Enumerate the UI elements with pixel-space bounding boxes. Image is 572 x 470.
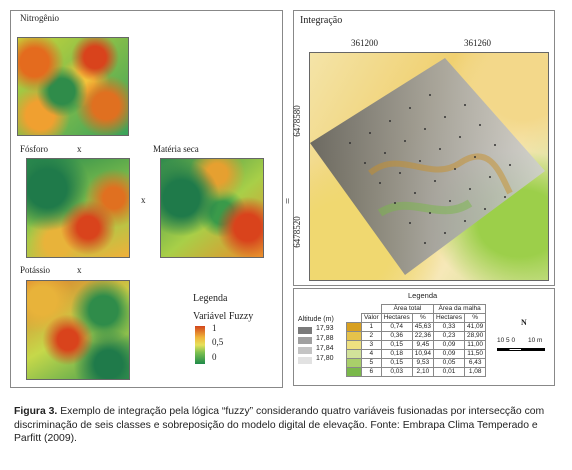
class-area-table: Área total Área da malha Valor Hectares … <box>346 304 487 377</box>
times-symbol-2: x <box>141 195 146 205</box>
altitude-value-1: 17,93 <box>316 325 334 332</box>
equals-symbol: = <box>281 197 294 205</box>
sampling-points <box>349 94 511 244</box>
col-header-value: Valor <box>361 313 382 323</box>
fuzzy-legend-value-0: 0 <box>212 352 217 362</box>
altitude-label: Altitude (m) <box>298 316 334 323</box>
phosphorus-label: Fósforo <box>20 144 49 154</box>
nitrogen-map <box>17 37 129 136</box>
table-row: 5 0,15 9,53 0,05 6,43 <box>346 358 487 368</box>
altitude-swatch-3 <box>298 347 312 354</box>
dry-matter-label: Matéria seca <box>153 144 199 154</box>
fuzzy-legend-subtitle: Variável Fuzzy <box>193 311 254 322</box>
col-header-ha-total: Hectares <box>380 313 413 323</box>
class-swatch-4 <box>346 349 362 359</box>
class-swatch-1 <box>346 322 362 332</box>
group-header-grid: Área da malha <box>432 304 487 314</box>
figure-caption-label: Figura 3. <box>14 406 58 417</box>
fuzzy-legend-value-05: 0,5 <box>212 337 224 347</box>
col-header-ha-grid: Hectares <box>432 313 466 323</box>
fuzzy-legend-value-1: 1 <box>212 323 217 333</box>
altitude-value-3: 17,84 <box>316 345 334 352</box>
altitude-swatch-1 <box>298 327 312 334</box>
table-row: 6 0,03 2,10 0,01 1,08 <box>346 367 487 377</box>
y-tick-6478520: 6478520 <box>291 216 302 248</box>
scale-label: 10 5 0 <box>497 337 516 344</box>
potassium-label: Potássio <box>20 265 51 275</box>
class-swatch-5 <box>346 358 362 368</box>
group-header-total: Área total <box>380 304 435 314</box>
col-header-pct-grid: % <box>464 313 487 323</box>
class-swatch-6 <box>346 367 362 377</box>
times-symbol-1: x <box>77 144 82 154</box>
figure-caption-text: Exemplo de integração pela lógica “fuzzy… <box>14 406 545 444</box>
x-tick-361200: 361200 <box>351 38 378 48</box>
altitude-value-4: 17,80 <box>316 355 334 362</box>
class-swatch-2 <box>346 331 362 341</box>
integration-map <box>309 52 549 281</box>
col-header-pct-total: % <box>411 313 435 323</box>
fuzzy-legend-title: Legenda <box>193 293 228 304</box>
integration-legend-title: Legenda <box>408 291 438 300</box>
fuzzy-color-ramp <box>195 326 205 364</box>
class-swatch-3 <box>346 340 362 350</box>
nitrogen-label: Nitrogênio <box>20 13 59 23</box>
altitude-swatch-2 <box>298 337 312 344</box>
dry-matter-map <box>160 158 264 258</box>
integration-title: Integração <box>300 15 343 26</box>
scale-unit: 10 m <box>528 337 543 344</box>
table-row: 4 0,18 10,94 0,09 11,50 <box>346 349 487 359</box>
altitude-swatch-4 <box>298 357 312 364</box>
y-tick-6478580: 6478580 <box>291 105 302 137</box>
altitude-value-2: 17,88 <box>316 335 334 342</box>
table-row: 1 0,74 45,63 0,33 41,09 <box>346 322 487 332</box>
x-tick-361260: 361260 <box>464 38 491 48</box>
table-row: 3 0,15 9,45 0,09 11,00 <box>346 340 487 350</box>
elevation-overlay <box>310 58 545 275</box>
table-row: 2 0,36 22,36 0,23 28,90 <box>346 331 487 341</box>
scale-bar <box>497 348 545 351</box>
potassium-map <box>26 280 130 380</box>
north-arrow-icon: N <box>521 318 527 327</box>
phosphorus-map <box>26 158 130 258</box>
figure-caption: Figura 3. Exemplo de integração pela lóg… <box>14 405 559 446</box>
times-symbol-3: x <box>77 265 82 275</box>
